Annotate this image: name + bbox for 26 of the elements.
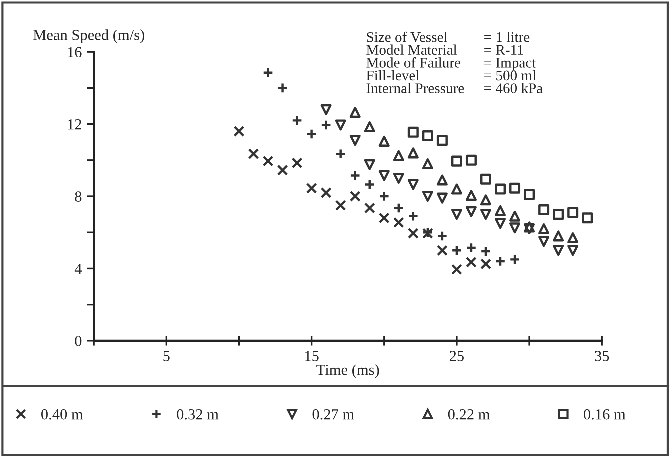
text: = 1 litre: [484, 32, 530, 42]
annotation: Model Material: [366, 44, 458, 56]
legend-label: 0.32 m: [177, 409, 219, 420]
x-tick-label: 5: [164, 351, 170, 362]
annotation: = 500 ml: [484, 70, 536, 81]
x-tick-label: 15: [306, 351, 319, 362]
annotation: Internal Pressure: [366, 83, 464, 94]
legend-label: 0.40 m: [42, 409, 84, 420]
annotation: = R-11: [484, 45, 524, 55]
x-axis-title: Time (ms): [316, 364, 380, 378]
y-tick-label: 0: [75, 336, 82, 346]
legend-label: 0.22 m: [448, 409, 490, 420]
y-tick-label: 4: [74, 264, 82, 274]
legend-label: 0.27 m: [312, 409, 354, 420]
legend-label: 0.16 m: [584, 409, 626, 420]
y-tick-label: 12: [68, 119, 82, 130]
annotation: Mode of Failure: [366, 57, 461, 68]
text: Size of Vessel: [367, 32, 448, 42]
annotation: = Impact: [484, 58, 536, 71]
x-tick-label: 25: [450, 351, 464, 362]
y-axis-title: Mean Speed (m/s): [34, 30, 144, 44]
y-tick-label: 16: [68, 47, 82, 58]
y-tick-label: 8: [75, 192, 82, 202]
annotation: Fill-level: [366, 70, 420, 81]
annotation: = 460 kPa: [484, 83, 543, 94]
x-tick-label: 35: [595, 351, 610, 362]
